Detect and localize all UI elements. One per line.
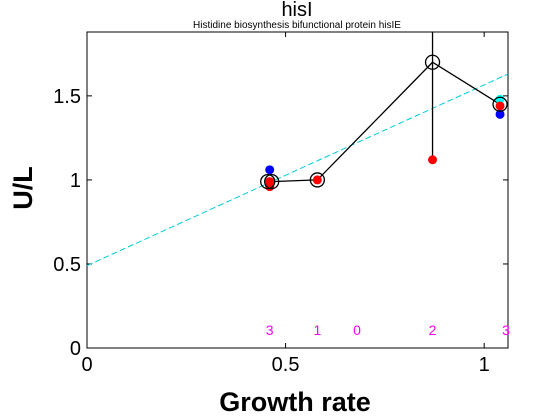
data-point	[495, 101, 505, 111]
y-tick-label: 1.5	[53, 86, 81, 108]
mean-marker	[309, 172, 326, 188]
y-tick-label: 0.5	[53, 254, 81, 276]
mean-marker	[260, 173, 276, 190]
count-label: 0	[353, 322, 361, 338]
x-axis-label: Growth rate	[219, 387, 371, 417]
data-point	[495, 109, 505, 119]
count-label: 2	[429, 322, 437, 338]
count-label: 1	[313, 322, 321, 338]
x-tick-label: 1	[479, 354, 490, 376]
data-point	[265, 165, 275, 175]
data-point	[428, 155, 438, 165]
data-points-layer	[260, 54, 508, 192]
x-axis-ticks: 0 0.5 1	[81, 32, 490, 376]
mean-marker	[492, 96, 508, 112]
fit-line-layer	[86, 73, 509, 267]
y-tick-label: 1	[70, 170, 81, 192]
y-axis-label: U/L	[8, 166, 38, 210]
fit-line	[86, 73, 509, 267]
plot-area	[86, 31, 509, 349]
chart-subtitle: Histidine biosynthesis bifunctional prot…	[193, 20, 401, 31]
chart-title: hisI	[281, 0, 312, 21]
y-tick-label: 0	[70, 338, 81, 360]
count-labels-layer: 3 1 0 2 3	[266, 322, 510, 338]
x-tick-label: 0.5	[272, 354, 300, 376]
data-point	[312, 175, 322, 185]
mean-marker	[424, 54, 441, 70]
mean-marker	[264, 173, 280, 190]
x-tick-label: 0	[81, 354, 92, 376]
y-axis-ticks: 0 0.5 1 1.5	[53, 86, 508, 360]
count-label: 3	[266, 322, 274, 338]
count-label: 3	[502, 322, 510, 338]
